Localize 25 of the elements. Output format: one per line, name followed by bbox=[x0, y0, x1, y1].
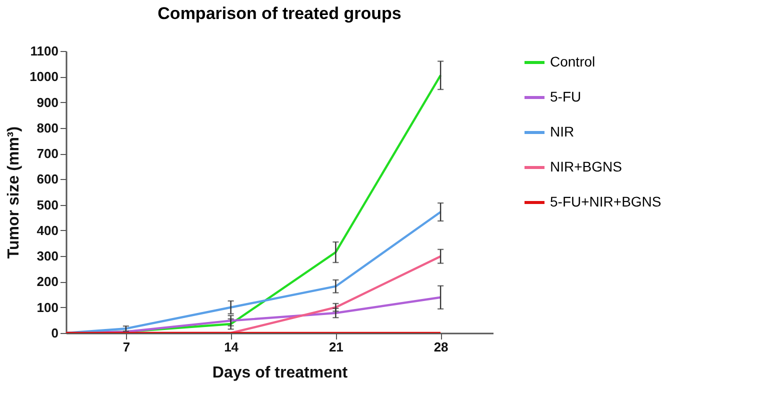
x-tick-label: 7 bbox=[122, 340, 130, 354]
y-tick-label: 600 bbox=[36, 172, 58, 187]
y-tick-label: 1100 bbox=[30, 44, 58, 58]
legend-label: NIR+BGNS bbox=[550, 158, 622, 174]
y-tick-label: 200 bbox=[36, 274, 58, 290]
x-axis-title: Days of treatment bbox=[212, 364, 348, 382]
y-tick-label: 500 bbox=[36, 197, 58, 212]
y-axis-title: Tumor size (mm³) bbox=[6, 126, 23, 259]
y-tick-label: 800 bbox=[36, 120, 58, 136]
y-tick-label: 100 bbox=[36, 300, 58, 315]
y-tick-label: 1000 bbox=[30, 69, 58, 84]
y-tick-label: 900 bbox=[36, 94, 58, 110]
legend-label: 5-FU+NIR+BGNS bbox=[550, 194, 662, 210]
y-tick-label: 0 bbox=[51, 326, 58, 340]
y-tick-label: 700 bbox=[36, 146, 58, 162]
legend-label: Control bbox=[550, 54, 596, 70]
line-series bbox=[66, 210, 442, 333]
x-tick-label: 21 bbox=[328, 340, 344, 354]
legend-label: NIR bbox=[550, 124, 574, 140]
x-tick-label: 28 bbox=[434, 340, 448, 354]
chart-title: Comparison of treated groups bbox=[158, 4, 402, 23]
y-tick-label: 400 bbox=[36, 222, 58, 238]
x-tick-label: 14 bbox=[224, 340, 240, 354]
legend-label: 5-FU bbox=[550, 88, 582, 104]
y-tick-label: 300 bbox=[36, 248, 58, 264]
